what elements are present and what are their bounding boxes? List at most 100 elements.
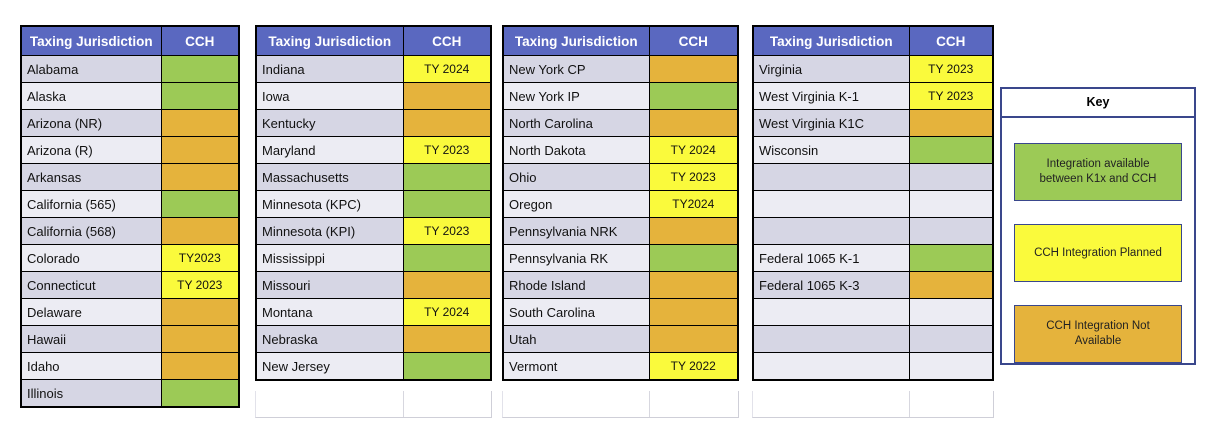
cch-header-cell[interactable]: CCH (402, 25, 492, 56)
jurisdiction-cell[interactable]: Pennsylvania NRK (502, 217, 650, 245)
cch-status-cell[interactable] (160, 298, 240, 326)
jurisdiction-cell[interactable]: Kentucky (255, 109, 404, 137)
cch-status-cell[interactable] (908, 298, 994, 326)
cch-status-cell[interactable]: TY2023 (160, 244, 240, 272)
cch-status-cell[interactable] (648, 55, 739, 83)
jurisdiction-cell[interactable]: Hawaii (20, 325, 162, 353)
jurisdiction-cell[interactable]: Colorado (20, 244, 162, 272)
cch-status-cell[interactable] (402, 352, 492, 381)
jurisdiction-cell[interactable]: North Carolina (502, 109, 650, 137)
cch-status-cell[interactable] (908, 163, 994, 191)
jurisdiction-cell[interactable]: West Virginia K1C (752, 109, 910, 137)
jurisdiction-cell[interactable] (752, 325, 910, 353)
cch-status-cell[interactable] (160, 163, 240, 191)
jurisdiction-cell[interactable]: Massachusetts (255, 163, 404, 191)
jurisdiction-cell[interactable] (752, 352, 910, 381)
cch-status-cell[interactable] (402, 190, 492, 218)
cch-status-cell[interactable] (648, 325, 739, 353)
jurisdiction-cell[interactable]: North Dakota (502, 136, 650, 164)
cch-status-cell[interactable] (160, 379, 240, 408)
jurisdiction-cell[interactable]: Alabama (20, 55, 162, 83)
empty-sheet-row[interactable] (502, 391, 739, 418)
jurisdiction-cell[interactable]: New Jersey (255, 352, 404, 381)
empty-sheet-row[interactable] (255, 391, 492, 418)
jurisdiction-cell[interactable]: Arizona (NR) (20, 109, 162, 137)
jurisdiction-cell[interactable]: Idaho (20, 352, 162, 380)
cch-status-cell[interactable]: TY 2023 (402, 217, 492, 245)
cch-status-cell[interactable] (908, 217, 994, 245)
cch-status-cell[interactable] (908, 109, 994, 137)
jurisdiction-cell[interactable]: Connecticut (20, 271, 162, 299)
cch-status-cell[interactable] (160, 109, 240, 137)
cch-status-cell[interactable]: TY2024 (648, 190, 739, 218)
cch-status-cell[interactable] (402, 163, 492, 191)
jurisdiction-header-cell[interactable]: Taxing Jurisdiction (752, 25, 910, 56)
jurisdiction-cell[interactable]: Maryland (255, 136, 404, 164)
cch-status-cell[interactable] (402, 325, 492, 353)
jurisdiction-cell[interactable]: Illinois (20, 379, 162, 408)
cch-status-cell[interactable] (648, 298, 739, 326)
cch-status-cell[interactable]: TY 2023 (402, 136, 492, 164)
jurisdiction-header-cell[interactable]: Taxing Jurisdiction (255, 25, 404, 56)
cch-status-cell[interactable] (160, 55, 240, 83)
jurisdiction-cell[interactable]: Indiana (255, 55, 404, 83)
cch-status-cell[interactable] (160, 352, 240, 380)
cch-status-cell[interactable] (908, 352, 994, 381)
cch-status-cell[interactable] (648, 271, 739, 299)
cch-status-cell[interactable] (908, 325, 994, 353)
cch-status-cell[interactable] (402, 244, 492, 272)
jurisdiction-cell[interactable]: Minnesota (KPC) (255, 190, 404, 218)
jurisdiction-cell[interactable]: Montana (255, 298, 404, 326)
cch-status-cell[interactable]: TY 2024 (648, 136, 739, 164)
cch-status-cell[interactable]: TY 2023 (908, 82, 994, 110)
jurisdiction-cell[interactable] (752, 217, 910, 245)
jurisdiction-cell[interactable]: Wisconsin (752, 136, 910, 164)
cch-status-cell[interactable] (160, 190, 240, 218)
jurisdiction-cell[interactable] (752, 298, 910, 326)
cch-status-cell[interactable] (908, 244, 994, 272)
jurisdiction-cell[interactable]: South Carolina (502, 298, 650, 326)
cch-status-cell[interactable]: TY 2023 (908, 55, 994, 83)
cch-status-cell[interactable] (402, 82, 492, 110)
jurisdiction-cell[interactable]: Missouri (255, 271, 404, 299)
jurisdiction-header-cell[interactable]: Taxing Jurisdiction (502, 25, 650, 56)
cch-status-cell[interactable]: TY 2022 (648, 352, 739, 381)
jurisdiction-cell[interactable]: Delaware (20, 298, 162, 326)
cch-status-cell[interactable] (908, 271, 994, 299)
cch-status-cell[interactable] (160, 82, 240, 110)
cch-status-cell[interactable] (160, 217, 240, 245)
cch-status-cell[interactable] (648, 82, 739, 110)
jurisdiction-cell[interactable]: Virginia (752, 55, 910, 83)
cch-header-cell[interactable]: CCH (648, 25, 739, 56)
jurisdiction-cell[interactable]: Utah (502, 325, 650, 353)
cch-status-cell[interactable] (160, 136, 240, 164)
cch-status-cell[interactable] (160, 325, 240, 353)
jurisdiction-cell[interactable]: Arizona (R) (20, 136, 162, 164)
jurisdiction-cell[interactable]: Arkansas (20, 163, 162, 191)
jurisdiction-cell[interactable]: Rhode Island (502, 271, 650, 299)
cch-status-cell[interactable] (648, 217, 739, 245)
jurisdiction-cell[interactable]: Federal 1065 K-1 (752, 244, 910, 272)
jurisdiction-header-cell[interactable]: Taxing Jurisdiction (20, 25, 162, 56)
cch-status-cell[interactable]: TY 2023 (160, 271, 240, 299)
jurisdiction-cell[interactable]: Nebraska (255, 325, 404, 353)
jurisdiction-cell[interactable]: Vermont (502, 352, 650, 381)
jurisdiction-cell[interactable]: New York IP (502, 82, 650, 110)
jurisdiction-cell[interactable] (752, 163, 910, 191)
jurisdiction-cell[interactable] (752, 190, 910, 218)
cch-status-cell[interactable]: TY 2023 (648, 163, 739, 191)
cch-header-cell[interactable]: CCH (160, 25, 240, 56)
jurisdiction-cell[interactable]: Oregon (502, 190, 650, 218)
cch-header-cell[interactable]: CCH (908, 25, 994, 56)
cch-status-cell[interactable] (648, 244, 739, 272)
cch-status-cell[interactable]: TY 2024 (402, 55, 492, 83)
cch-status-cell[interactable] (908, 190, 994, 218)
jurisdiction-cell[interactable]: New York CP (502, 55, 650, 83)
jurisdiction-cell[interactable]: Iowa (255, 82, 404, 110)
jurisdiction-cell[interactable]: Pennsylvania RK (502, 244, 650, 272)
cch-status-cell[interactable] (402, 271, 492, 299)
jurisdiction-cell[interactable]: Alaska (20, 82, 162, 110)
jurisdiction-cell[interactable]: West Virginia K-1 (752, 82, 910, 110)
cch-status-cell[interactable] (402, 109, 492, 137)
jurisdiction-cell[interactable]: Minnesota (KPI) (255, 217, 404, 245)
